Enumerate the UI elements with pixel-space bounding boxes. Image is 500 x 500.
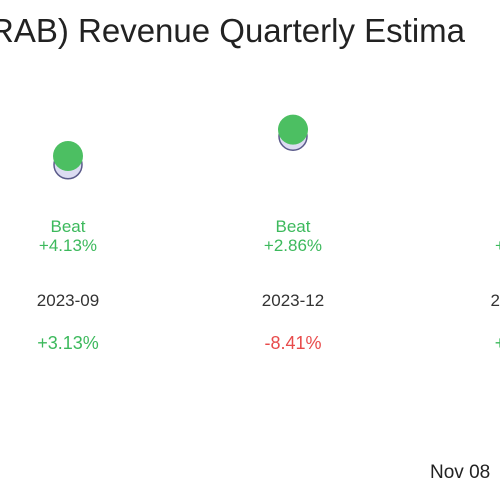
change-label: +3.13% (37, 333, 99, 353)
date-footer: Nov 08 (430, 462, 491, 483)
change-label: + (495, 333, 500, 353)
chart-title: RAB) Revenue Quarterly Estima (0, 12, 466, 49)
result-label: Beat (276, 217, 311, 236)
surprise-label: +2.86% (264, 236, 322, 255)
actual-marker (278, 114, 308, 145)
period-label: 2023-12 (262, 291, 324, 310)
period-label: 2023-09 (37, 291, 99, 310)
period-label: 20 (491, 291, 500, 310)
change-label: -8.41% (264, 333, 321, 353)
surprise-label: +4.13% (39, 236, 97, 255)
surprise-label: + (495, 236, 500, 255)
result-label: Beat (51, 217, 86, 236)
actual-marker (53, 141, 83, 171)
